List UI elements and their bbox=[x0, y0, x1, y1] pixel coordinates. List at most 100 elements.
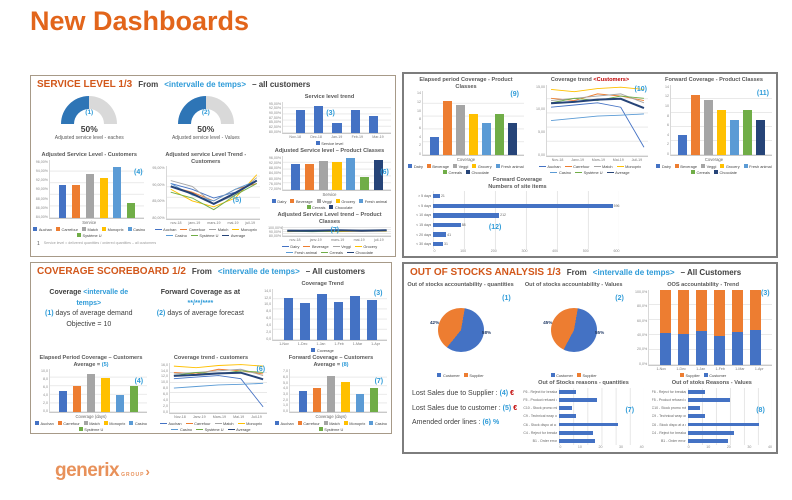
chart-service-level-trend: Service level trend 95,00% 92,50% 90,00% 87,… bbox=[264, 93, 395, 147]
line-series-Monoprix bbox=[551, 87, 644, 91]
legend-swatch bbox=[57, 421, 62, 426]
legend-label: Customer bbox=[556, 372, 573, 378]
bar bbox=[283, 297, 294, 340]
hbar-label: C4 - Reject for breakage bbox=[523, 430, 558, 435]
legend-swatch bbox=[180, 228, 188, 231]
chart-coverage-trend-customers: Coverage trend <Customers> 15,00 10,00 5,00… bbox=[528, 76, 652, 176]
x-tick-label: mai-19 bbox=[227, 220, 239, 225]
legend-item: Supplier bbox=[463, 373, 484, 378]
hbar-row: F6 - Reject for breakage bbox=[523, 387, 644, 396]
y-tick-label: 10,0 bbox=[264, 302, 272, 307]
chart-elapsed-period-coverage-customers: Elapsed Period Coverage – Customers Avera… bbox=[31, 354, 151, 433]
hbar-row: B1 - Order error bbox=[652, 436, 772, 446]
legend-item: Match bbox=[209, 227, 228, 232]
hbar-label: F6 - Reject for breakage bbox=[523, 389, 558, 394]
legend-label: Average bbox=[615, 169, 630, 175]
x-tick-label: Mai-19 bbox=[612, 157, 624, 162]
bar bbox=[743, 109, 752, 155]
annotation-number: (12) bbox=[488, 223, 502, 231]
stack-segment bbox=[696, 289, 707, 332]
legend-item: Monoprix bbox=[343, 421, 365, 426]
legend-item: Auchan bbox=[33, 227, 52, 232]
legend-item: Veggi bbox=[701, 164, 716, 169]
x-tick-label: 40 bbox=[767, 444, 772, 449]
plot-area: (5) bbox=[165, 166, 261, 220]
legend-item: Veggi bbox=[332, 244, 351, 249]
hbar-label: < 30 days bbox=[416, 242, 432, 247]
hbar-rows: (12) > 5 days 21 < 5 days 596 < 10 days 212 < 1… bbox=[415, 191, 620, 249]
legend-swatch bbox=[209, 228, 217, 231]
legend-label: Système U bbox=[199, 232, 219, 238]
y-tick-label: 72,00% bbox=[268, 186, 282, 191]
gauge-hole bbox=[74, 109, 105, 124]
legend-swatch bbox=[443, 170, 448, 175]
hbar-bar bbox=[433, 241, 444, 247]
hbar-bar bbox=[559, 389, 577, 394]
legend-label: Carrefour bbox=[61, 226, 78, 232]
stacked-bar bbox=[678, 289, 689, 365]
stack-segment bbox=[732, 289, 743, 332]
legend-swatch bbox=[550, 373, 555, 378]
chart-subtitle: Numbers of site items bbox=[488, 183, 547, 190]
hbar-row: C9 - Technical wrap on site bbox=[523, 412, 644, 421]
legend-item: Customer bbox=[437, 373, 460, 378]
chart-title: Out of stoks Reasons - Values bbox=[671, 380, 752, 386]
y-tick-label: 10 bbox=[665, 103, 669, 108]
y-tick-label: 12,0 bbox=[161, 374, 168, 379]
plot-area: (4) bbox=[49, 369, 147, 413]
legend-swatch bbox=[335, 199, 340, 204]
x-tick-label: 500 bbox=[582, 248, 589, 253]
legend-label: Customer bbox=[709, 372, 727, 378]
gauge-hole bbox=[190, 109, 221, 124]
footnote-number: 1 bbox=[37, 241, 40, 247]
hbar-label: > 5 days bbox=[418, 194, 432, 199]
pie bbox=[437, 308, 484, 353]
y-tick-label: 2,0 bbox=[266, 329, 272, 334]
y-tick-label: 6 bbox=[667, 123, 669, 128]
lost-sales-customer-label: Lost Sales due to customer : bbox=[412, 404, 501, 412]
plot-area: (7) bbox=[282, 226, 391, 237]
legend-item: Système U bbox=[575, 170, 603, 175]
legend-swatch bbox=[303, 245, 311, 248]
hbar-label: C6 - Stock dispo at a date bbox=[651, 422, 686, 427]
legend-label: Match bbox=[89, 420, 100, 426]
chart-title: Adjusted Service Level - Customers bbox=[41, 152, 137, 158]
y-tick-label: 95,00% bbox=[152, 166, 165, 171]
hbar-rows: (8) F6 - Reject for breakage F5 - Product … bbox=[651, 387, 772, 446]
oos-scope: – All Customers bbox=[680, 268, 742, 277]
coverage-bottom-row: Forward Coverage Numbers of site items (12… bbox=[404, 176, 776, 256]
legend-label: Match bbox=[217, 226, 229, 232]
hbar-track bbox=[687, 420, 772, 429]
legend-item: Auchan bbox=[154, 227, 176, 232]
chart-title: Forward Coverage – Customers Average = (8… bbox=[273, 355, 389, 368]
legend-item: Système U bbox=[78, 427, 103, 432]
x-tick-label: Jan-19 bbox=[331, 134, 343, 139]
legend-item: Average bbox=[606, 169, 630, 175]
y-axis: 15,00 10,00 5,00 0,00 bbox=[532, 85, 546, 157]
line-series-Système U bbox=[170, 184, 256, 210]
x-tick-label: Janv-19 bbox=[571, 157, 584, 162]
bar bbox=[318, 160, 328, 190]
x-tick-label: Mars-19 bbox=[212, 414, 226, 419]
x-tick-labels: 1-Nov 1-Dec 1-Jan 1-Feb 1-Mar 1-Apr bbox=[270, 342, 389, 347]
y-tick-label: 0,0 bbox=[43, 408, 48, 413]
gauge: (1) bbox=[61, 96, 118, 124]
hbar-track bbox=[687, 395, 772, 405]
y-tick-label: 80,00% bbox=[268, 176, 282, 181]
legend-item: Monoprix bbox=[237, 421, 262, 426]
x-tick-label: Juil-19 bbox=[251, 414, 262, 419]
oos-bottom-row: Lost Sales due to Supplier : (4) € Lost … bbox=[404, 379, 776, 452]
oos-header: OUT OF STOCKS ANALYSIS 1/3 From <interva… bbox=[404, 264, 776, 281]
plot-area: (3) bbox=[272, 288, 387, 341]
gauge-annotation: (1) bbox=[85, 109, 94, 116]
chart-oos-accountability-values: Out of stocks accountability - Values (2)… bbox=[517, 281, 630, 379]
legend-item: Casino bbox=[129, 421, 147, 426]
bar-group bbox=[50, 160, 144, 218]
lost-sales-text: Lost Sales due to Supplier : (4) € Lost … bbox=[404, 379, 519, 452]
y-tick-label: 10,0 bbox=[161, 380, 168, 385]
y-axis: 100,0% 80,0% 60,0% 40,0% 20,0% 0,0% bbox=[634, 290, 648, 366]
y-tick-label: 85,00% bbox=[268, 120, 282, 125]
legend-label: Casino bbox=[558, 169, 572, 175]
bar bbox=[456, 105, 465, 155]
chevron-icon: › bbox=[145, 464, 150, 479]
